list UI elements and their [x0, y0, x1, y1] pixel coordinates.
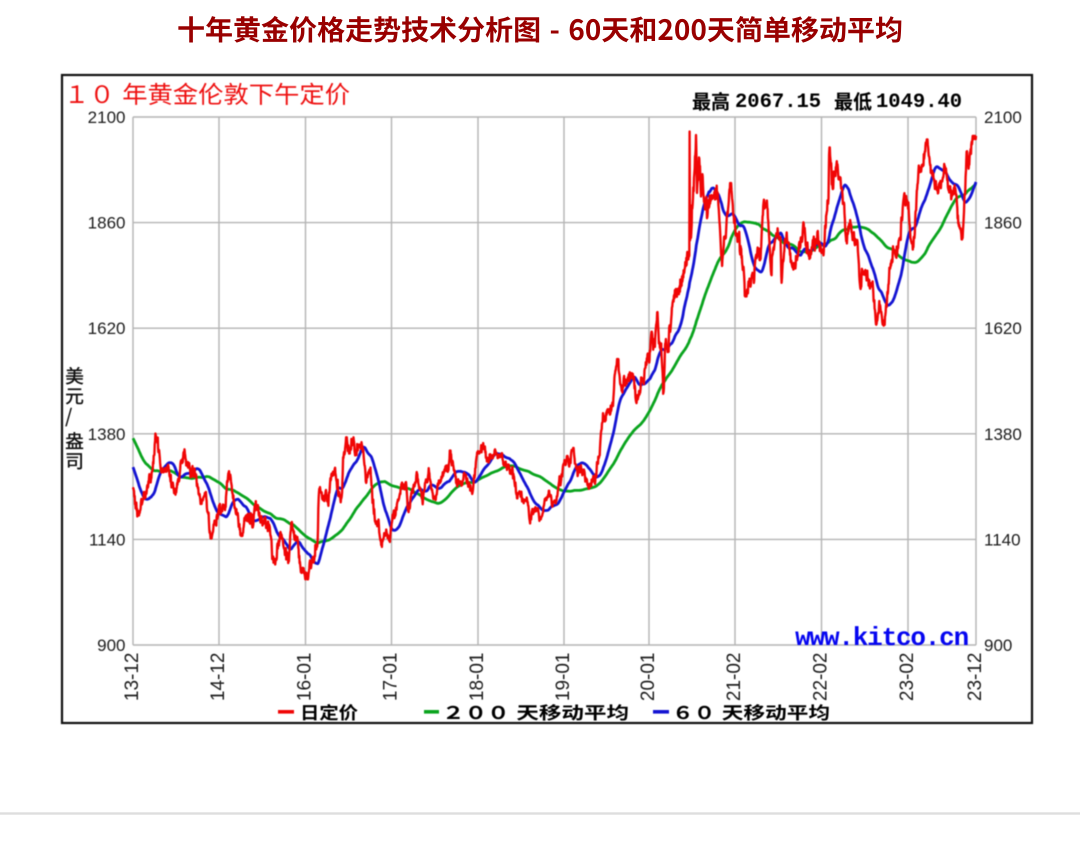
svg-text:22-02: 22-02 [811, 653, 832, 702]
svg-text:900: 900 [97, 636, 125, 655]
svg-text:1380: 1380 [88, 425, 126, 444]
svg-text:1140: 1140 [89, 530, 126, 549]
svg-text:20-01: 20-01 [638, 653, 659, 702]
svg-text:13-12: 13-12 [122, 653, 143, 702]
svg-text:www.kitco.cn: www.kitco.cn [795, 623, 968, 653]
svg-text:1140: 1140 [984, 530, 1021, 549]
svg-text:1860: 1860 [88, 214, 126, 233]
svg-text:23-02: 23-02 [897, 653, 918, 702]
svg-text:21-02: 21-02 [724, 653, 745, 702]
svg-text:2067.15: 2067.15 [735, 91, 821, 114]
svg-text:900: 900 [984, 636, 1012, 655]
svg-text:14-12: 14-12 [208, 653, 229, 702]
svg-text:1620: 1620 [984, 319, 1022, 338]
svg-text:18-01: 18-01 [467, 653, 488, 702]
svg-text:16-01: 16-01 [295, 653, 316, 702]
svg-text:1049.40: 1049.40 [876, 91, 962, 114]
svg-text:23-12: 23-12 [965, 653, 986, 702]
svg-text:19-01: 19-01 [553, 653, 574, 702]
svg-text:2100: 2100 [88, 108, 126, 127]
svg-text:1380: 1380 [984, 425, 1022, 444]
svg-text:17-01: 17-01 [381, 653, 402, 702]
svg-text:1620: 1620 [88, 319, 126, 338]
svg-text:1860: 1860 [984, 214, 1022, 233]
svg-text:2100: 2100 [984, 108, 1022, 127]
